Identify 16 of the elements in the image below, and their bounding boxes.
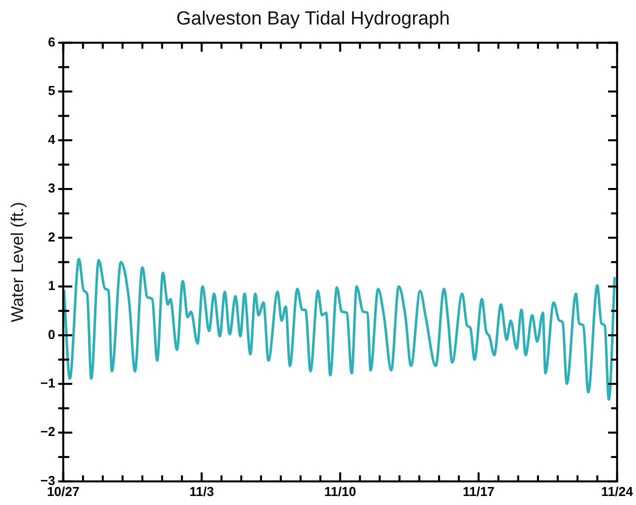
- x-tick-label: 11/3: [189, 484, 214, 499]
- x-tick-label: 11/17: [462, 484, 495, 499]
- y-tick-label: 0: [48, 326, 56, 342]
- y-axis-title: Water Level (ft.): [8, 202, 27, 322]
- x-tick-label: 11/10: [324, 484, 356, 499]
- y-tick-label: −2: [40, 424, 56, 440]
- y-tick-label: 3: [48, 180, 56, 196]
- y-tick-label: 5: [48, 83, 56, 98]
- chart-title: Galveston Bay Tidal Hydrograph: [176, 8, 450, 30]
- y-tick-label: 2: [48, 229, 56, 244]
- y-tick-label: 4: [48, 132, 56, 147]
- x-tick-label: 11/24: [601, 484, 634, 499]
- y-tick-label: 1: [48, 278, 56, 294]
- y-tick-label: −3: [40, 472, 56, 488]
- y-tick-label: 6: [48, 34, 56, 50]
- y-tick-label: −1: [40, 376, 56, 391]
